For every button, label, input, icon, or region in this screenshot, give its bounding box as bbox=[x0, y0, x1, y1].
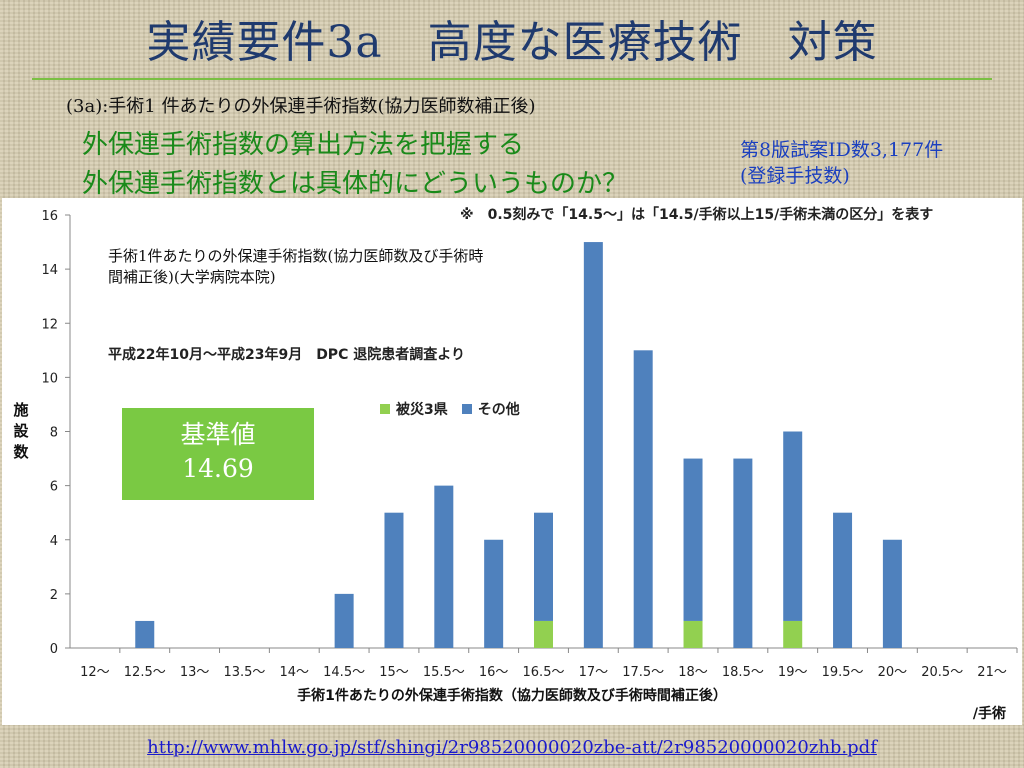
x-tick-label: 13.5～ bbox=[223, 665, 265, 680]
bar-segment bbox=[334, 593, 354, 648]
y-tick-label: 10 bbox=[41, 371, 58, 386]
y-tick-label: 2 bbox=[50, 588, 58, 603]
chart-annotation-description: 手術1件あたりの外保連手術指数(協力医師数及び手術時間補正後)(大学病院本院) bbox=[108, 247, 484, 286]
reference-value-label: 基準値 bbox=[180, 420, 256, 449]
legend-label-hisai: 被災3県 bbox=[396, 402, 448, 418]
chart-panel: 0 2 4 6 8 10 12 14 16 12～ 12.5～ 13～ 13.5～ 14～ 14.5～ 15～… bbox=[2, 198, 1022, 725]
bar-segment bbox=[135, 620, 155, 648]
reference-value-number: 14.69 bbox=[182, 454, 254, 483]
legend-swatch-other bbox=[461, 404, 472, 414]
chart-annotation-period: 平成22年10月～平成23年9月 DPC 退院患者調査より bbox=[108, 347, 465, 363]
y-tick-label: 0 bbox=[50, 642, 58, 657]
x-tick-label: 18～ bbox=[678, 665, 708, 680]
bar-segment bbox=[534, 620, 553, 648]
bar-segment bbox=[384, 512, 404, 648]
x-tick-label: 17.5～ bbox=[622, 665, 664, 680]
x-tick-label: 19.5～ bbox=[822, 665, 864, 680]
y-tick-label: 8 bbox=[50, 426, 58, 441]
bar-segment bbox=[783, 620, 803, 648]
chart-legend: 被災3県 その他 bbox=[380, 399, 520, 419]
x-tick-label: 17～ bbox=[579, 665, 609, 680]
side-note-line-1: 第8版試案ID数3,177件 bbox=[740, 139, 944, 161]
y-tick-label: 6 bbox=[50, 480, 58, 495]
x-tick-label: 18.5～ bbox=[722, 665, 764, 680]
x-axis-unit: /手術 bbox=[972, 706, 1006, 722]
x-tick-label: 12～ bbox=[80, 665, 110, 680]
x-tick-label: 21～ bbox=[977, 665, 1007, 680]
x-tick-label: 12.5～ bbox=[124, 665, 166, 680]
side-note-line-2: (登録手技数) bbox=[740, 165, 850, 187]
heading-1: 外保連手術指数の算出方法を把握する bbox=[82, 130, 525, 160]
bar-segment bbox=[833, 512, 853, 648]
y-tick-label: 4 bbox=[50, 534, 58, 549]
x-tick-label: 20～ bbox=[878, 665, 908, 680]
side-note: 第8版試案ID数3,177件 (登録手技数) bbox=[740, 137, 943, 189]
bar-segment bbox=[733, 458, 753, 648]
chart-note: ※ 0.5刻みで「14.5～」は「14.5/手術以上15/手術未満の区分」を表す bbox=[460, 207, 934, 223]
y-axis-label: 施設数 bbox=[13, 401, 29, 461]
bar-segment bbox=[434, 485, 454, 648]
x-tick-label: 15～ bbox=[379, 665, 409, 680]
slide-title: 実績要件3a 高度な医療技術 対策 bbox=[146, 17, 878, 68]
legend-label-other: その他 bbox=[477, 402, 520, 418]
y-tick-label: 16 bbox=[41, 209, 58, 224]
y-tick-label: 12 bbox=[41, 317, 58, 332]
x-tick-label: 13～ bbox=[180, 665, 210, 680]
source-link[interactable]: http://www.mhlw.go.jp/stf/shingi/2r98520… bbox=[147, 737, 877, 758]
title-divider bbox=[32, 78, 992, 80]
y-tick-label: 14 bbox=[41, 263, 58, 278]
x-tick-label: 19～ bbox=[778, 665, 808, 680]
bar-segment bbox=[484, 539, 504, 648]
x-tick-label: 16～ bbox=[479, 665, 509, 680]
reference-value-box: 基準値 14.69 bbox=[122, 408, 314, 500]
x-tick-label: 16.5～ bbox=[523, 665, 565, 680]
bar-segment bbox=[534, 512, 553, 621]
x-tick-label: 20.5～ bbox=[921, 665, 963, 680]
bar-segment bbox=[683, 620, 703, 648]
bar-segment bbox=[683, 458, 703, 621]
bar-segment bbox=[583, 242, 603, 648]
bar-segment bbox=[633, 350, 653, 648]
legend-swatch-hisai bbox=[380, 404, 390, 414]
x-tick-label: 14.5～ bbox=[323, 665, 365, 680]
bar-segment bbox=[882, 539, 902, 648]
x-tick-label: 15.5～ bbox=[423, 665, 465, 680]
slide-subtitle: (3a):手術1 件あたりの外保連手術指数(協力医師数補正後) bbox=[66, 96, 536, 117]
bar-chart: 0 2 4 6 8 10 12 14 16 12～ 12.5～ 13～ 13.5～ 14～ 14.5～ 15～… bbox=[41, 209, 1018, 680]
x-tick-label: 14～ bbox=[280, 665, 310, 680]
bar-segment bbox=[783, 431, 803, 621]
heading-2: 外保連手術指数とは具体的にどういうものか？ bbox=[82, 169, 629, 199]
x-axis-label: 手術1件あたりの外保連手術指数（協力医師数及び手術時間補正後） bbox=[297, 688, 727, 704]
